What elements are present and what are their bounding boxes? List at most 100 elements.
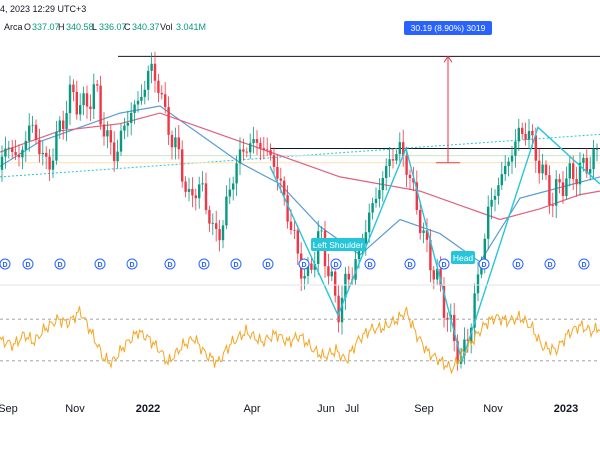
dividend-marker-icon[interactable]: D [94,258,106,270]
x-tick-label: Nov [65,403,85,415]
dividend-marker-letter: D [581,262,586,269]
candle-body [293,229,296,231]
candle-body [510,155,514,162]
candle-body [514,141,517,156]
candle-body [395,154,398,161]
candle-body [191,189,194,196]
candle-body [126,122,129,126]
dividend-marker-icon[interactable]: D [364,258,376,270]
x-tick-label: 2022 [136,403,160,415]
header-low: 336.07 [99,22,127,32]
dividend-marker-icon[interactable]: D [164,258,176,270]
candle-body [72,84,75,93]
candle-body [568,163,571,179]
dividend-marker-icon[interactable]: D [330,258,342,270]
candle-body [483,238,486,266]
candle-body [252,139,255,144]
dividend-marker-icon[interactable]: D [544,258,556,270]
candle-body [65,113,68,129]
ohlc-header: 4, 2023 12:29 UTC+3 Arca O 337.07 H 340.… [0,0,600,32]
candle-body [572,163,575,179]
candle-body [575,178,578,185]
x-tick-label: Nov [483,403,503,415]
candle-body [279,178,282,181]
dividend-marker-icon[interactable]: D [578,258,590,270]
candle-body [340,297,344,323]
candle-body [381,177,384,191]
candle-body [150,63,153,71]
candle-body [408,174,412,179]
dividend-marker-circle [404,258,416,270]
candle-body [442,286,446,318]
dividend-marker-letter: D [301,262,306,269]
measure-tool[interactable]: 30.19 (8.90%) 3019 [404,21,492,164]
candle-body [398,142,401,155]
candle-body [391,159,395,161]
dividend-marker-icon[interactable]: D [198,258,210,270]
x-tick-label: Sep [414,403,434,415]
candle-body [133,104,136,113]
dividend-marker-circle [126,258,138,270]
header-close: 340.37 [132,22,160,32]
dividend-marker-icon[interactable]: D [0,258,11,270]
candle-body [388,159,391,167]
candle-body [432,270,435,280]
candle-body [412,178,415,183]
x-tick-label: Jun [317,403,335,415]
x-tick-label: 2023 [554,403,578,415]
candle-body [544,164,548,176]
dividend-marker-circle [578,258,590,270]
dividend-marker-circle [512,258,524,270]
candle-body [228,189,231,197]
candle-body [177,137,180,150]
header-exchange: Arca [4,22,23,32]
candle-body [368,212,371,233]
dividend-marker-icon[interactable]: D [126,258,138,270]
candle-body [589,169,592,174]
dividend-marker-icon[interactable]: D [478,258,490,270]
measure-arrow-head [443,55,453,63]
dividend-marker-circle [230,258,242,270]
dividend-marker-icon[interactable]: D [22,258,34,270]
dividend-marker-icon[interactable]: D [438,258,450,270]
candle-body [102,124,106,137]
dividend-marker-icon[interactable]: D [54,258,66,270]
candle-body [582,157,585,163]
oscillator-pane [0,306,600,375]
candle-body [446,317,449,320]
candle-body [198,184,201,199]
ma-slow-line [0,112,600,221]
dividend-marker-icon[interactable]: D [262,258,274,270]
candle-body [113,142,116,162]
dividend-marker-icon[interactable]: D [404,258,416,270]
dividend-marker-circle [262,258,274,270]
dividend-marker-letter: D [407,262,412,269]
candle-body [422,230,425,233]
dividend-marker-letter: D [547,262,552,269]
left-shoulder-label-text: Left Shoulder [313,240,364,250]
candle-body [266,149,269,151]
pattern-zigzag[interactable] [269,126,600,364]
candle-body [45,152,48,157]
dividend-marker-icon[interactable]: D [512,258,524,270]
candle-body [194,195,197,199]
x-tick-label: Sep [0,403,18,415]
candle-body [347,273,350,280]
candle-body [92,84,95,110]
candle-body [68,84,72,114]
candle-body [473,293,476,328]
candle-body [208,210,211,224]
candle-body [123,125,126,131]
candle-body [517,127,520,142]
candle-body [211,223,214,225]
candle-body [41,152,44,155]
guide-lines [0,55,600,178]
candle-body [507,161,510,166]
candle-body [425,230,429,240]
dividend-marker-icon[interactable]: D [298,258,310,270]
candle-body [147,70,150,90]
dividend-marker-icon[interactable]: D [230,258,242,270]
dividend-marker-circle [330,258,342,270]
candle-body [116,151,119,162]
